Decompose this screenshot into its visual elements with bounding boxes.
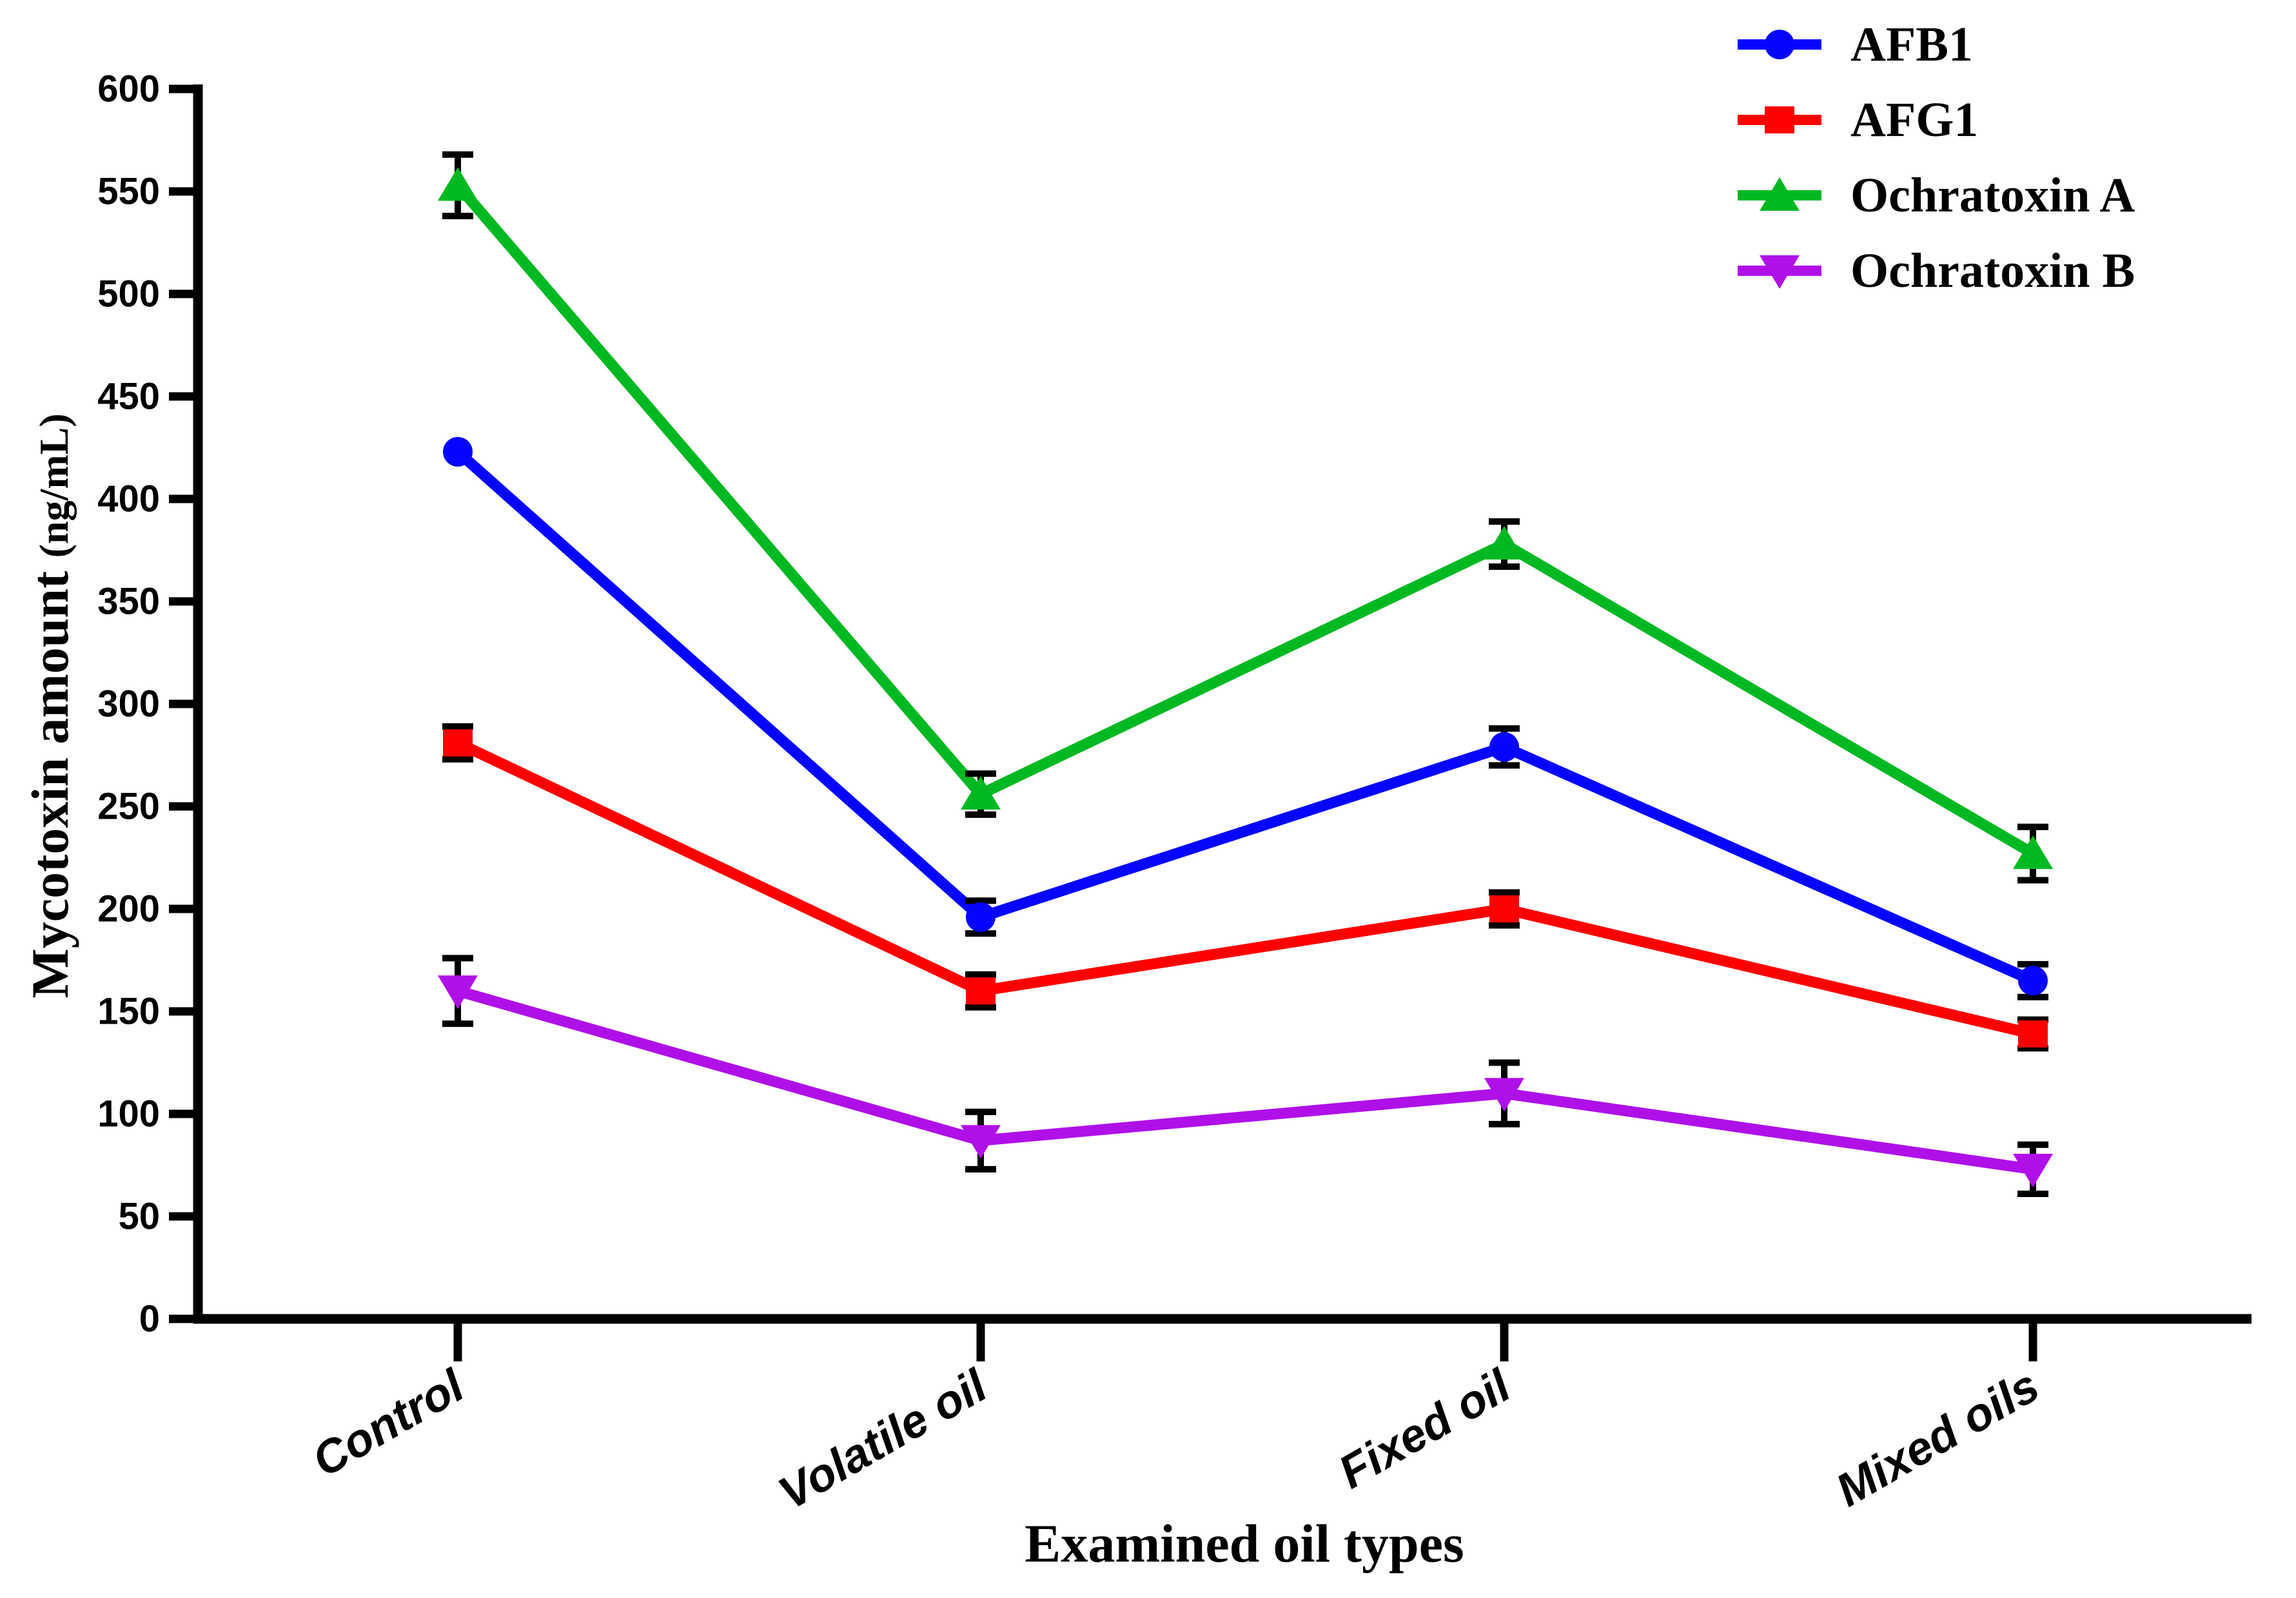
triangle-up-marker xyxy=(1484,525,1524,560)
y-tick-label: 300 xyxy=(97,683,160,725)
square-marker xyxy=(2018,1020,2048,1047)
triangle-up-marker xyxy=(2013,835,2053,870)
series-line xyxy=(456,986,2034,1175)
x-category-label: Control xyxy=(304,1359,473,1487)
circle-marker xyxy=(443,436,473,467)
triangle-up-marker xyxy=(1760,177,1800,211)
legend-label: Ochratoxin A xyxy=(1850,168,2135,222)
legend: AFB1 AFG1 Ochratoxin A Ochratoxin B xyxy=(1738,6,2135,308)
triangle-up-marker xyxy=(961,775,1001,810)
y-axis-title: Mycotoxin amount (ng/mL) xyxy=(20,413,81,998)
y-tick-label: 400 xyxy=(97,478,160,520)
legend-label: AFG1 xyxy=(1850,92,1979,147)
x-category-label: Fixed oil xyxy=(1330,1359,1520,1499)
afg1-square-marker-icon xyxy=(1738,106,1821,133)
series-line xyxy=(455,737,2034,1040)
x-axis-title: Examined oil types xyxy=(1025,1514,1464,1574)
triangle-down-marker xyxy=(1760,255,1800,289)
legend-item-ochratoxin-b: Ochratoxin B xyxy=(1738,233,2135,308)
legend-item-afb1: AFB1 xyxy=(1738,6,2135,82)
y-tick-label: 100 xyxy=(97,1093,160,1135)
circle-marker xyxy=(966,902,996,932)
triangle-down-marker xyxy=(961,1125,1001,1159)
square-marker xyxy=(443,729,473,757)
triangle-down-marker xyxy=(438,975,478,1009)
series-line xyxy=(454,447,2036,986)
y-tick-label: 500 xyxy=(97,273,160,315)
legend-item-afg1: AFG1 xyxy=(1738,82,2135,157)
y-tick-label: 0 xyxy=(139,1298,160,1340)
y-tick-label: 150 xyxy=(97,991,160,1033)
series-line xyxy=(453,181,2036,859)
square-marker xyxy=(1765,106,1794,133)
circle-marker xyxy=(2018,966,2048,996)
y-axis-title-text: Mycotoxin amount xyxy=(21,558,79,999)
y-tick-label: 450 xyxy=(97,376,160,418)
legend-label: AFB1 xyxy=(1850,17,1973,72)
y-axis-unit: (ng/mL) xyxy=(31,413,77,558)
square-marker xyxy=(1489,895,1519,922)
y-tick-label: 600 xyxy=(97,68,160,110)
x-category-label: Mixed oils xyxy=(1828,1360,2048,1517)
y-tick-label: 50 xyxy=(118,1196,160,1238)
triangle-up-marker xyxy=(438,167,478,201)
triangle-down-marker xyxy=(2013,1153,2053,1187)
ochratoxin-a-triangle-up-marker-icon xyxy=(1738,177,1821,211)
y-tick-label: 550 xyxy=(97,171,160,213)
y-tick-label: 250 xyxy=(97,786,160,828)
circle-marker xyxy=(1489,732,1519,762)
y-tick-label: 200 xyxy=(97,888,160,930)
triangle-down-marker xyxy=(1484,1078,1524,1112)
legend-label: Ochratoxin B xyxy=(1850,243,2135,298)
ochratoxin-b-triangle-down-marker-icon xyxy=(1738,255,1821,289)
afb1-circle-marker-icon xyxy=(1738,29,1821,59)
x-category-label: Volatile oil xyxy=(770,1359,996,1520)
square-marker xyxy=(966,977,996,1005)
legend-item-ochratoxin-a: Ochratoxin A xyxy=(1738,157,2135,233)
y-tick-label: 350 xyxy=(97,581,160,623)
circle-marker xyxy=(1765,29,1794,59)
